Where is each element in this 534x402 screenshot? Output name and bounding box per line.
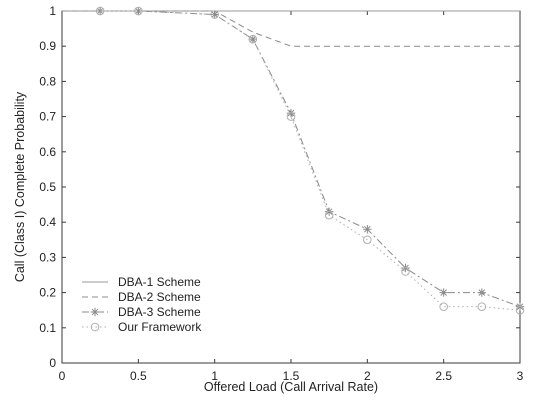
legend-marker (90, 322, 100, 332)
data-point (210, 10, 219, 19)
y-tick-label: 0.8 (39, 74, 56, 88)
x-tick-label: 3 (517, 369, 524, 383)
y-tick-label: 0.4 (39, 215, 56, 229)
y-tick-label: 0.5 (39, 180, 56, 194)
x-tick-label: 2.5 (435, 369, 452, 383)
data-point (363, 225, 372, 234)
data-point (439, 288, 448, 297)
series-layer (62, 6, 525, 315)
legend-label: Our Framework (118, 320, 202, 334)
series-2 (62, 10, 520, 47)
data-point (477, 302, 487, 311)
x-tick-label: 0.5 (130, 369, 147, 383)
y-tick-label: 0.1 (39, 321, 56, 335)
y-tick-label: 0.3 (39, 250, 56, 264)
data-point (286, 112, 296, 121)
data-point (401, 267, 410, 276)
x-tick-label: 1 (211, 369, 218, 383)
y-tick-label: 0.6 (39, 145, 56, 159)
legend-label: DBA-2 Scheme (118, 290, 201, 304)
x-tick-label: 0 (59, 369, 66, 383)
plot-frame (61, 10, 521, 364)
y-axis-label: Call (Class I) Complete Probability (13, 91, 27, 282)
data-point (477, 288, 487, 297)
y-tick-label: 0.2 (39, 286, 56, 300)
data-point (248, 34, 258, 44)
data-point (248, 34, 258, 44)
legend-label: DBA-3 Scheme (118, 305, 201, 319)
series-4 (95, 6, 525, 315)
axis-ticks: 0 0.5 1 1.5 2 2.5 3 0 0.1 0.2 0.3 0.4 0.5 0.6 0.7 0.8 0.… (39, 4, 523, 383)
y-tick-label: 0.7 (39, 110, 56, 124)
x-axis-label: Offered Load (Call Arrival Rate) (204, 380, 378, 394)
series-line (62, 10, 520, 47)
x-tick-label: 1.5 (283, 369, 300, 383)
data-point (95, 6, 105, 16)
y-tick-label: 0.9 (39, 39, 56, 53)
legend-label: DBA-1 Scheme (118, 275, 201, 289)
data-point (210, 10, 219, 19)
legend-marker (90, 307, 100, 317)
data-point (363, 235, 372, 245)
y-tick-label: 0 (49, 356, 56, 370)
series-line (100, 10, 521, 311)
data-point (324, 210, 334, 220)
data-point (134, 6, 143, 16)
y-tick-label: 1 (49, 4, 56, 18)
data-point (439, 302, 448, 311)
x-tick-label: 2 (364, 369, 371, 383)
data-point (515, 305, 525, 315)
data-point (134, 6, 143, 16)
